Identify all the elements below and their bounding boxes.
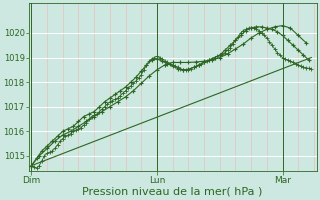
X-axis label: Pression niveau de la mer( hPa ): Pression niveau de la mer( hPa ) bbox=[83, 187, 263, 197]
